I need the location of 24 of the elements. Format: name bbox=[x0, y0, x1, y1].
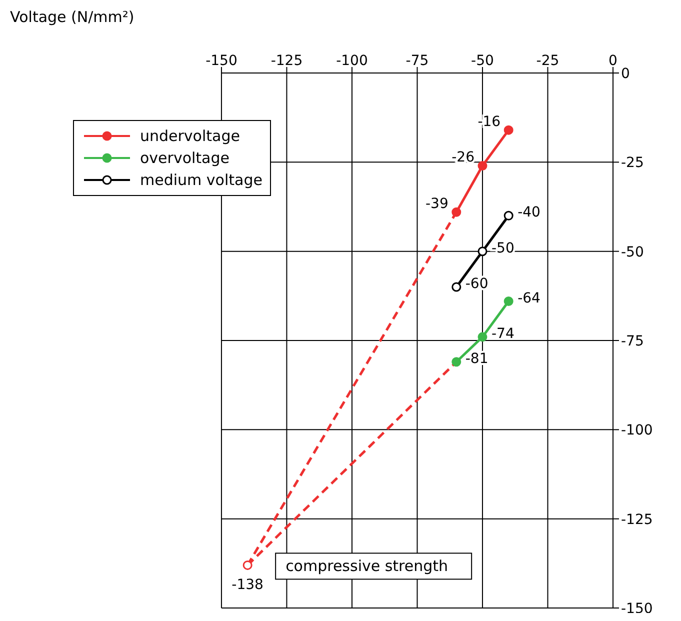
annotation: compressive strength bbox=[286, 557, 448, 576]
legend-label: medium voltage bbox=[140, 170, 262, 191]
data-label: -40 bbox=[518, 204, 540, 221]
legend-label: overvoltage bbox=[140, 148, 230, 169]
y-tick-label: -125 bbox=[621, 512, 653, 528]
data-label: -39 bbox=[426, 196, 448, 212]
x-tick-label: -75 bbox=[406, 53, 429, 69]
legend-label: undervoltage bbox=[140, 126, 240, 147]
data-label: -138 bbox=[232, 577, 264, 594]
y-tick-label: -25 bbox=[621, 155, 644, 172]
text: Voltage (N/mm²) bbox=[10, 8, 134, 26]
x-tick-label: -50 bbox=[471, 53, 494, 69]
x-tick-label: -100 bbox=[336, 53, 368, 69]
data-label: -64 bbox=[518, 290, 541, 306]
y-tick-label: -50 bbox=[621, 244, 644, 260]
x-tick-label: -25 bbox=[536, 53, 560, 69]
x-tick-label: -125 bbox=[270, 53, 303, 69]
y-tick-label: 0 bbox=[621, 66, 630, 82]
y-tick-label: -150 bbox=[621, 600, 653, 617]
y-tick-label: -100 bbox=[621, 422, 653, 439]
x-tick-label: -150 bbox=[206, 53, 238, 69]
x-tick-label: 0 bbox=[608, 53, 618, 69]
y-tick-label: -75 bbox=[621, 333, 644, 350]
data-label: -74 bbox=[491, 326, 514, 342]
